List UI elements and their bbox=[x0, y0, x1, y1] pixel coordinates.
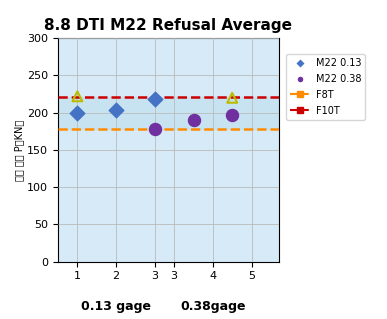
Point bbox=[152, 97, 158, 102]
Point bbox=[190, 118, 197, 123]
Point bbox=[74, 94, 80, 99]
Legend: M22 0.13, M22 0.38, F8T, F10T: M22 0.13, M22 0.38, F8T, F10T bbox=[286, 54, 365, 120]
Y-axis label: 평균 축력 P（KN）: 평균 축력 P（KN） bbox=[14, 119, 24, 181]
Title: 8.8 DTI M22 Refusal Average: 8.8 DTI M22 Refusal Average bbox=[45, 18, 292, 33]
Point bbox=[74, 110, 80, 115]
Point bbox=[229, 112, 235, 117]
Bar bbox=[58, 97, 279, 129]
Point bbox=[152, 127, 158, 132]
Text: 0.38gage: 0.38gage bbox=[180, 300, 246, 313]
Text: 0.13 gage: 0.13 gage bbox=[81, 300, 151, 313]
Point bbox=[229, 95, 235, 100]
Point bbox=[113, 107, 119, 112]
